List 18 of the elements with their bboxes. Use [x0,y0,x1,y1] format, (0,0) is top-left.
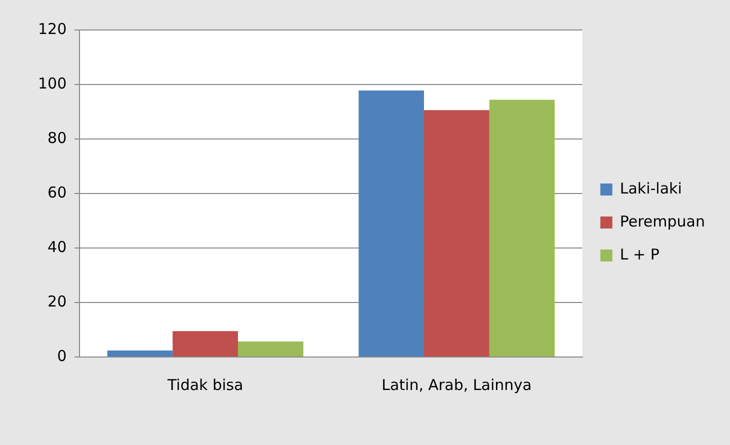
x-tick-label: Latin, Arab, Lainnya [382,376,532,394]
y-tick-label: 20 [48,292,67,310]
bar [424,110,490,356]
y-tick-label: 120 [38,20,67,38]
legend-label: Perempuan [620,212,706,230]
bar [172,331,238,356]
y-tick-label: 80 [48,128,67,147]
legend-label: L + P [620,245,660,264]
bar [107,350,173,356]
y-tick-label: 100 [38,74,67,92]
y-tick-label: 0 [57,346,67,365]
bar [489,100,555,356]
y-tick-label: 60 [48,183,67,202]
legend-label: Laki-laki [620,179,682,198]
x-tick-label: Tidak bisa [166,376,244,394]
bar [358,90,424,356]
y-tick-label: 40 [48,238,67,256]
bar [238,341,304,356]
